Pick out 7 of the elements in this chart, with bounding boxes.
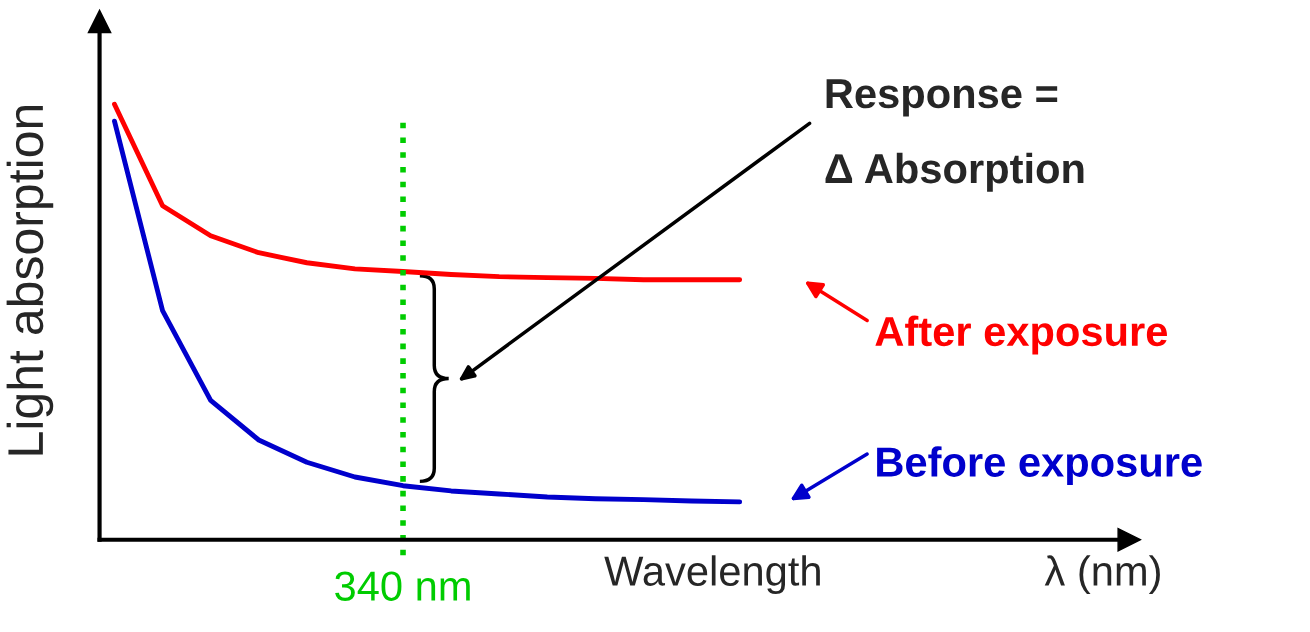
x-axis-title: Wavelength: [604, 555, 820, 595]
legend-label: Before exposure: [877, 446, 1202, 486]
text: 340 nm: [335, 571, 470, 601]
y-axis-title: Light absorption: [6, 105, 54, 455]
text: λ (nm): [1044, 555, 1160, 595]
text: After exposure: [875, 315, 1167, 355]
text: Response = Δ Absorption: [825, 79, 1084, 192]
